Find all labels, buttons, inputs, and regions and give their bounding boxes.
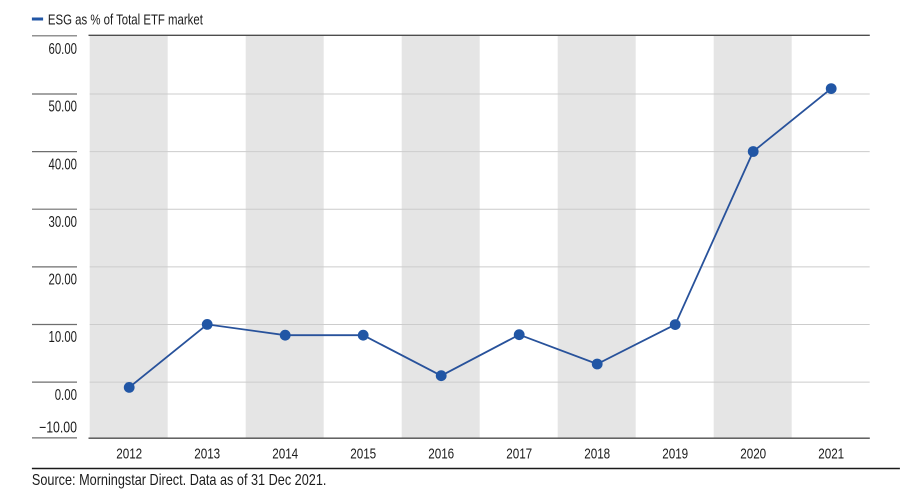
svg-text:60.00: 60.00 <box>49 41 78 58</box>
svg-text:20.00: 20.00 <box>49 272 78 289</box>
svg-text:2012: 2012 <box>116 446 142 463</box>
svg-text:2019: 2019 <box>662 446 688 463</box>
svg-text:−10.00: −10.00 <box>39 419 77 436</box>
svg-text:2013: 2013 <box>194 446 220 463</box>
svg-text:2014: 2014 <box>272 446 298 463</box>
svg-text:2018: 2018 <box>584 446 610 463</box>
svg-text:ESG as % of Total ETF market: ESG as % of Total ETF market <box>48 13 203 29</box>
svg-text:2016: 2016 <box>428 446 454 463</box>
svg-text:0.00: 0.00 <box>55 387 78 404</box>
svg-text:30.00: 30.00 <box>49 214 78 231</box>
svg-text:Source: Morningstar Direct. Da: Source: Morningstar Direct. Data as of 3… <box>32 472 327 489</box>
svg-text:2021: 2021 <box>818 446 844 463</box>
svg-text:10.00: 10.00 <box>49 329 78 346</box>
svg-text:2020: 2020 <box>740 446 766 463</box>
svg-text:50.00: 50.00 <box>49 99 78 116</box>
svg-text:2015: 2015 <box>350 446 376 463</box>
svg-text:2017: 2017 <box>506 446 532 463</box>
svg-text:40.00: 40.00 <box>49 156 78 173</box>
